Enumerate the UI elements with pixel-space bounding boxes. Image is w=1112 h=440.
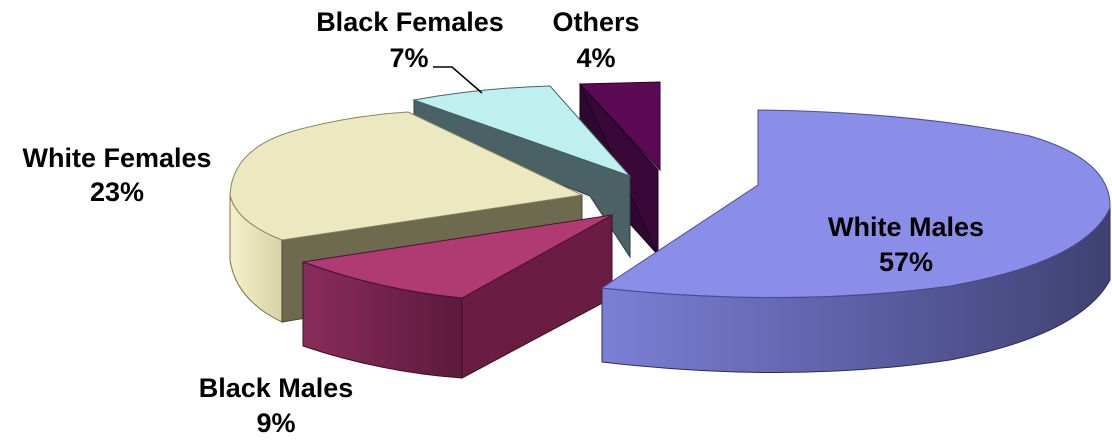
- black-females-leader-line: [433, 66, 483, 94]
- label-white-females-name: White Females: [22, 143, 211, 173]
- label-black-males: Black Males 9%: [199, 373, 354, 438]
- label-black-females: Black Females 7%: [316, 7, 504, 73]
- label-others-value: 4%: [576, 43, 615, 73]
- pie-slice-black-females-top: [412, 85, 632, 178]
- label-white-females-value: 23%: [90, 177, 144, 207]
- pie-slice-black-males-top: [302, 214, 613, 299]
- label-white-males: White Males 57%: [828, 212, 984, 277]
- pie-slice-others-top: [578, 81, 661, 172]
- pie-slice-white-males-top: [600, 109, 1111, 299]
- label-black-males-name: Black Males: [199, 373, 354, 403]
- label-black-males-value: 9%: [256, 408, 295, 438]
- pie-slice-white-males: [600, 109, 1111, 374]
- label-white-males-value: 57%: [879, 247, 933, 277]
- label-others-name: Others: [552, 7, 639, 37]
- label-black-females-name: Black Females: [316, 7, 504, 37]
- label-white-females: White Females 23%: [22, 143, 211, 207]
- pie-slice-black-males: [302, 214, 613, 379]
- label-black-females-value: 7%: [389, 43, 428, 73]
- label-others: Others 4%: [552, 7, 639, 73]
- pie-slice-white-females-top: [229, 111, 584, 241]
- label-white-males-name: White Males: [828, 212, 984, 242]
